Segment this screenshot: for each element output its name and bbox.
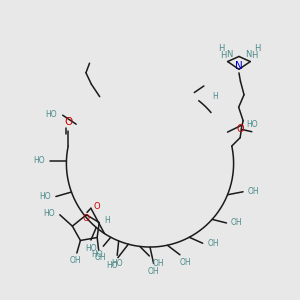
Text: OH: OH xyxy=(180,258,192,267)
Text: HO: HO xyxy=(46,110,57,118)
Text: H: H xyxy=(220,51,226,60)
Text: OH: OH xyxy=(207,239,219,248)
Text: H: H xyxy=(254,44,260,53)
Text: O: O xyxy=(83,214,90,223)
Text: O: O xyxy=(64,117,72,127)
Text: HO: HO xyxy=(39,192,50,201)
Text: HO: HO xyxy=(111,259,123,268)
Text: HO: HO xyxy=(91,250,102,259)
Text: HO: HO xyxy=(246,120,258,129)
Text: N: N xyxy=(226,50,233,58)
Text: OH: OH xyxy=(70,256,81,265)
Text: OH: OH xyxy=(231,218,243,227)
Text: O: O xyxy=(237,124,244,134)
Text: OH: OH xyxy=(152,259,164,268)
Text: OH: OH xyxy=(248,187,259,196)
Text: H: H xyxy=(218,44,224,53)
Text: H: H xyxy=(212,92,218,101)
Text: O: O xyxy=(93,202,100,211)
Text: H: H xyxy=(105,216,110,225)
Text: N: N xyxy=(235,61,243,71)
Text: HO: HO xyxy=(33,156,45,165)
Text: H: H xyxy=(251,51,258,60)
Text: N: N xyxy=(246,50,252,58)
Text: OH: OH xyxy=(94,253,106,262)
Text: HO: HO xyxy=(106,261,118,270)
Text: OH: OH xyxy=(148,267,159,276)
Text: HO: HO xyxy=(85,244,97,253)
Text: HO: HO xyxy=(43,209,54,218)
